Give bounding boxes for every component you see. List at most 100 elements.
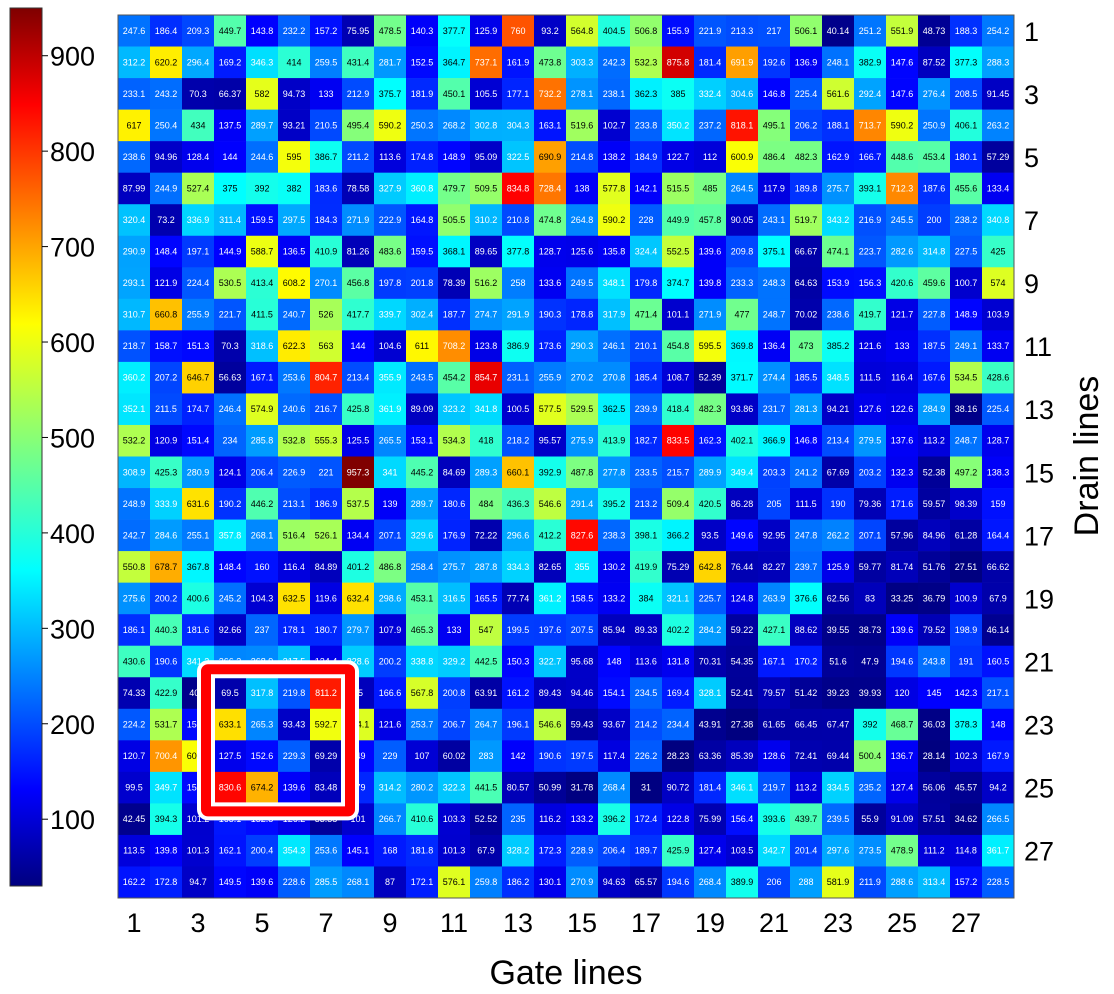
heatmap-cell	[598, 78, 631, 110]
cell-value-label: 245.5	[891, 215, 914, 225]
cell-value-label: 93.21	[283, 120, 306, 130]
heatmap-cell	[374, 267, 407, 300]
cell-value-label: 51.42	[795, 688, 818, 698]
cell-value-label: 348.1	[603, 278, 626, 288]
cell-value-label: 133.2	[603, 593, 626, 603]
heatmap-cell	[886, 204, 919, 237]
cell-value-label: 487.8	[571, 467, 594, 477]
cell-value-label: 471.4	[635, 310, 658, 320]
heatmap-cell	[950, 645, 983, 678]
heatmap-cell	[182, 582, 215, 615]
cell-value-label: 84.96	[923, 530, 946, 540]
heatmap-cell	[598, 15, 631, 47]
heatmap-cell	[950, 298, 983, 331]
heatmap-cell	[950, 172, 983, 205]
cell-value-label: 375.7	[379, 89, 402, 99]
cell-value-label: 138.2	[603, 152, 626, 162]
heatmap-cell	[278, 46, 311, 79]
cell-value-label: 341	[382, 467, 397, 477]
heatmap-cell	[790, 551, 823, 583]
heatmap-cell	[566, 267, 599, 300]
cell-value-label: 413.4	[251, 278, 274, 288]
heatmap-cell	[662, 393, 695, 426]
heatmap-cell	[630, 456, 663, 489]
heatmap-cells	[118, 15, 1015, 899]
heatmap-cell	[214, 267, 247, 300]
heatmap-cell	[534, 393, 567, 426]
heatmap-cell	[438, 298, 471, 331]
cell-value-label: 526	[318, 310, 333, 320]
heatmap-cell	[310, 267, 343, 300]
cell-value-label: 66.45	[795, 720, 818, 730]
heatmap-cell	[950, 677, 983, 710]
cell-value-label: 474.8	[539, 215, 562, 225]
cell-value-label: 213.4	[827, 436, 850, 446]
heatmap-cell	[758, 204, 791, 237]
cell-value-label: 69.29	[315, 751, 338, 761]
heatmap-cell	[950, 424, 983, 457]
heatmap-cell	[822, 551, 855, 583]
heatmap-cell	[694, 361, 727, 394]
cell-value-label: 188.3	[955, 26, 978, 36]
heatmap-cell	[950, 456, 983, 489]
heatmap-cell	[438, 78, 471, 110]
cell-value-label: 285.8	[251, 436, 274, 446]
cell-labels: 247.6 186.4 209.3 449.7 143.8 232.2 157.2 75.95…	[123, 26, 1010, 887]
cell-value-label: 70.31	[699, 656, 722, 666]
cell-value-label: 611	[415, 341, 429, 351]
heatmap-cell	[182, 235, 215, 268]
heatmap-cell	[854, 803, 887, 836]
heatmap-cell	[438, 456, 471, 489]
heatmap-cell	[310, 708, 343, 741]
heatmap-cell	[950, 708, 983, 741]
cell-value-label: 264.8	[571, 215, 594, 225]
heatmap-cell	[662, 235, 695, 268]
cell-value-label: 378.3	[955, 720, 978, 730]
cell-value-label: 144.9	[219, 247, 242, 257]
cell-value-label: 360.8	[411, 183, 434, 193]
cell-value-label: 582	[254, 89, 269, 99]
cell-value-label: 346.3	[251, 57, 274, 67]
heatmap-cell	[790, 645, 823, 678]
cell-value-label: 270.8	[603, 373, 626, 383]
heatmap-cell	[502, 519, 535, 552]
cell-value-label: 302.4	[411, 310, 434, 320]
cell-value-label: 366.2	[667, 530, 690, 540]
cell-value-label: 526.1	[315, 530, 338, 540]
heatmap-cell	[662, 771, 695, 804]
cell-value-label: 152.5	[411, 57, 434, 67]
cell-value-label: 87.52	[923, 57, 946, 67]
heatmap-cell	[790, 582, 823, 615]
cell-value-label: 334.5	[827, 783, 850, 793]
heatmap-cell	[918, 771, 951, 804]
cell-value-label: 228.5	[987, 877, 1010, 887]
heatmap-cell	[278, 141, 311, 173]
cell-value-label: 139.8	[699, 278, 722, 288]
cell-value-label: 308.9	[123, 467, 146, 477]
cell-value-label: 87	[385, 877, 395, 887]
cell-value-label: 197.8	[379, 278, 402, 288]
heatmap-cell	[726, 204, 759, 237]
cell-value-label: 166.7	[859, 152, 882, 162]
cell-value-label: 577.5	[539, 404, 562, 414]
cell-value-label: 368.1	[443, 247, 466, 257]
colorbar-tick-label: 700	[50, 233, 95, 263]
heatmap-cell	[630, 740, 663, 773]
heatmap-cell	[630, 15, 663, 47]
heatmap-cell	[438, 645, 471, 678]
heatmap-cell	[918, 172, 951, 205]
cell-value-label: 59.77	[859, 562, 882, 572]
cell-value-label: 620.2	[155, 57, 178, 67]
y-axis-label: Drain lines	[1068, 376, 1106, 537]
cell-value-label: 154.1	[603, 688, 626, 698]
cell-value-label: 201.4	[795, 846, 818, 856]
cell-value-label: 243.2	[155, 89, 178, 99]
heatmap-cell	[950, 834, 983, 867]
heatmap-cell	[342, 204, 375, 237]
cell-value-label: 411.5	[251, 310, 273, 320]
heatmap-cell	[982, 866, 1015, 899]
heatmap-cell	[726, 141, 759, 173]
cell-value-label: 81.74	[891, 562, 914, 572]
cell-value-label: 238.2	[955, 215, 978, 225]
highlight-box	[197, 660, 359, 821]
